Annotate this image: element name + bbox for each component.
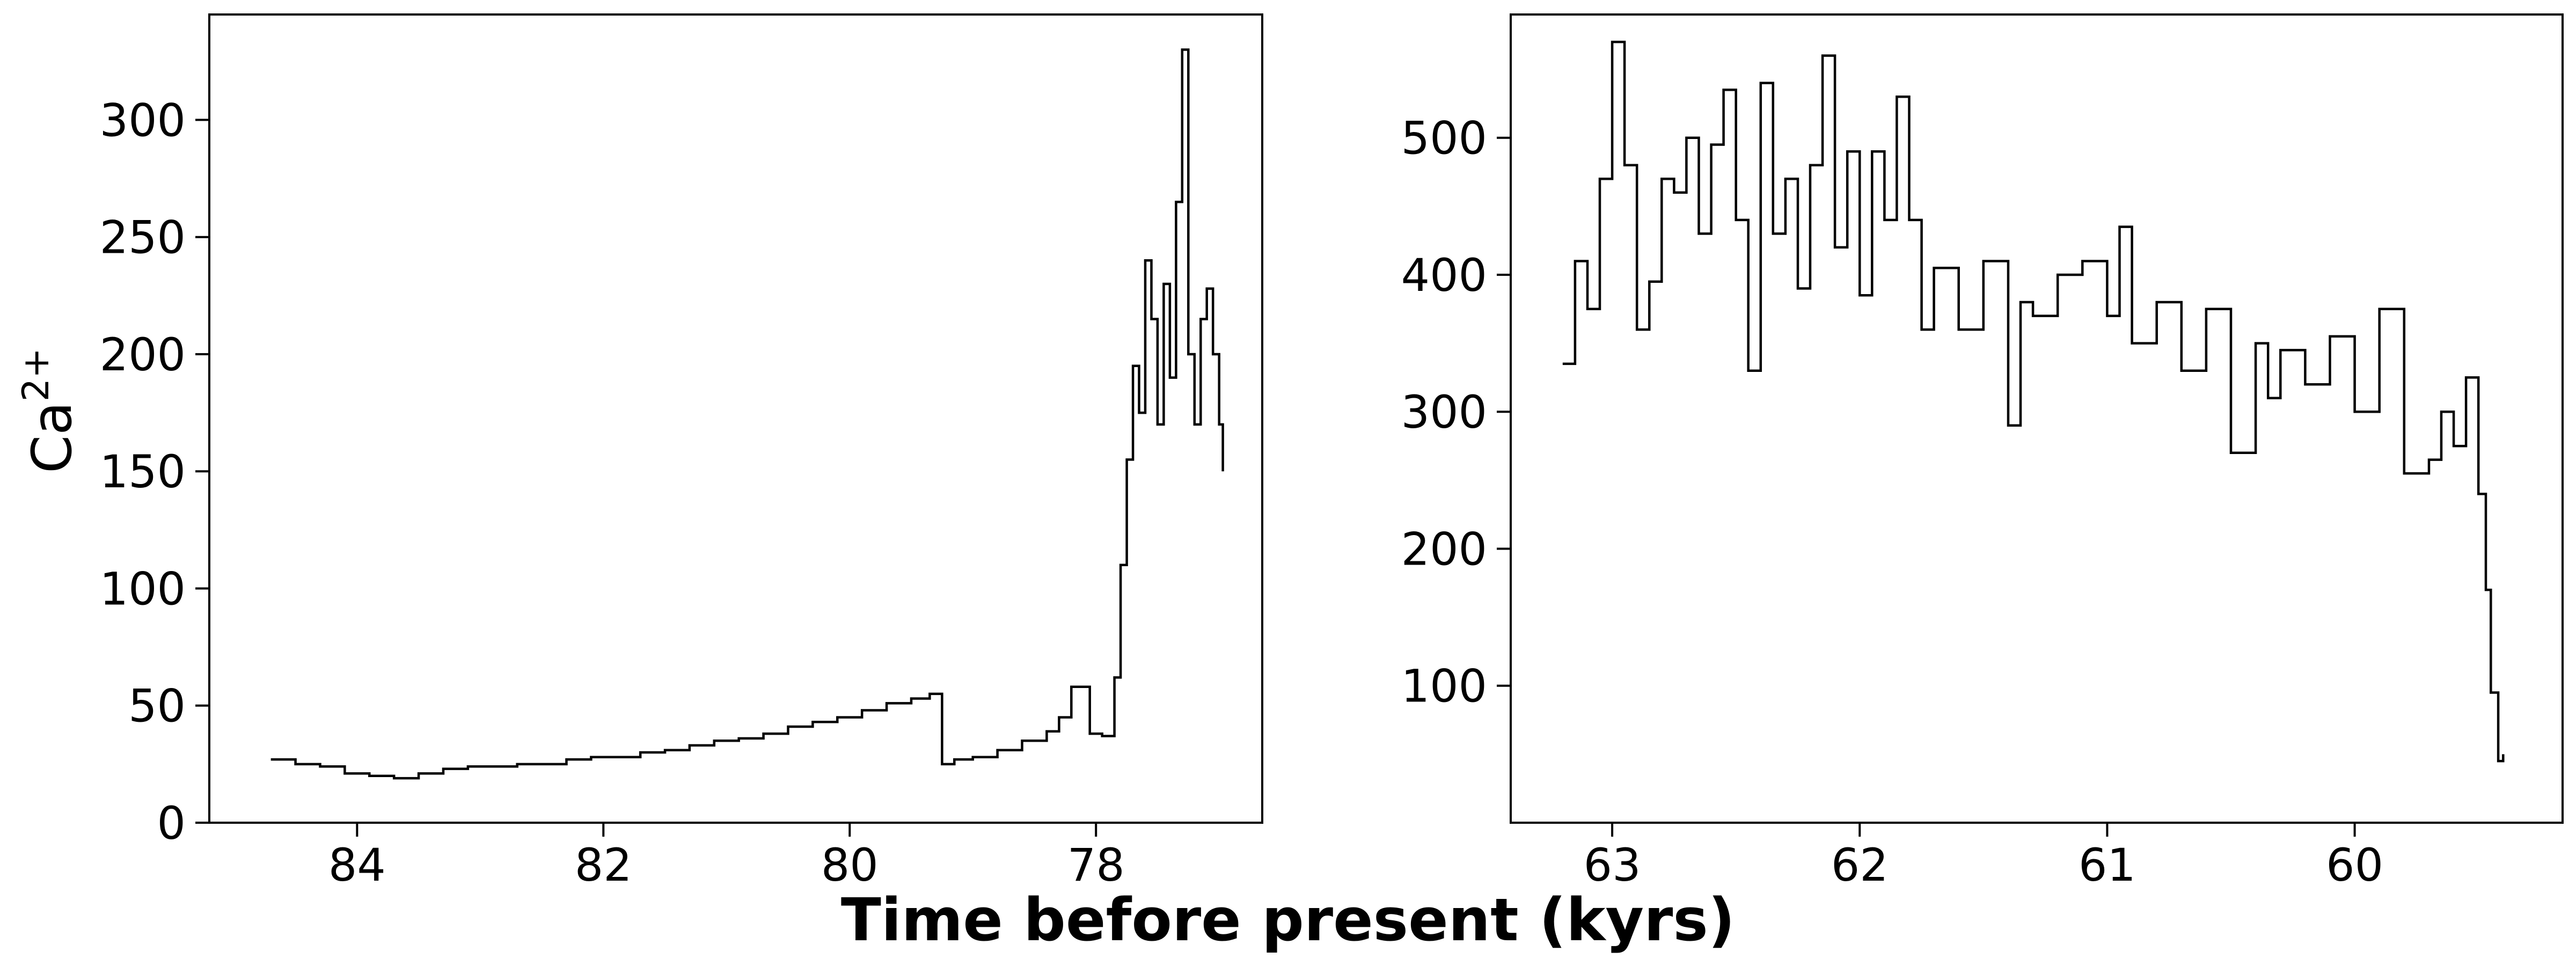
data-series-line-left (270, 48, 1224, 780)
y-axis-label-base: Ca (20, 401, 84, 473)
y-tick-label-left: 300 (100, 94, 186, 147)
x-axis-label: Time before present (kyrs) (841, 885, 1735, 954)
x-tick-label-left: 84 (328, 839, 386, 891)
x-tick-label-right: 60 (2326, 839, 2383, 891)
y-tick-label-right: 200 (1401, 523, 1487, 575)
y-tick-label-right: 300 (1401, 386, 1487, 438)
chart-panel-right: 63 62 61 60 100 200 300 400 500 (1401, 13, 2564, 891)
x-tick-label-left: 82 (575, 839, 632, 891)
plot-frame-left (208, 13, 1263, 824)
y-axis-label-superscript: 2+ (15, 348, 57, 401)
y-tick-label-left: 50 (128, 680, 186, 733)
y-tick-label-left: 150 (100, 445, 186, 498)
data-series-line-right (1562, 40, 2505, 763)
x-tick-label-right: 61 (2079, 839, 2136, 891)
y-tick-label-right: 400 (1401, 249, 1487, 302)
x-tick-label-left: 78 (1067, 839, 1125, 891)
y-tick-label-left: 100 (100, 562, 186, 615)
x-tick-label-left: 80 (821, 839, 879, 891)
y-tick-label-left: 200 (100, 328, 186, 381)
chart-panel-left: 84 82 80 78 0 50 100 150 200 250 300 (100, 13, 1263, 891)
y-tick-label-left: 250 (100, 211, 186, 264)
plot-frame-right (1510, 13, 2564, 824)
y-tick-label-right: 500 (1401, 112, 1487, 165)
x-tick-label-right: 63 (1584, 839, 1641, 891)
y-axis-label: Ca2+ (15, 348, 84, 473)
x-tick-label-right: 62 (1831, 839, 1889, 891)
y-tick-label-right: 100 (1401, 660, 1487, 713)
y-tick-label-left: 0 (157, 797, 186, 850)
